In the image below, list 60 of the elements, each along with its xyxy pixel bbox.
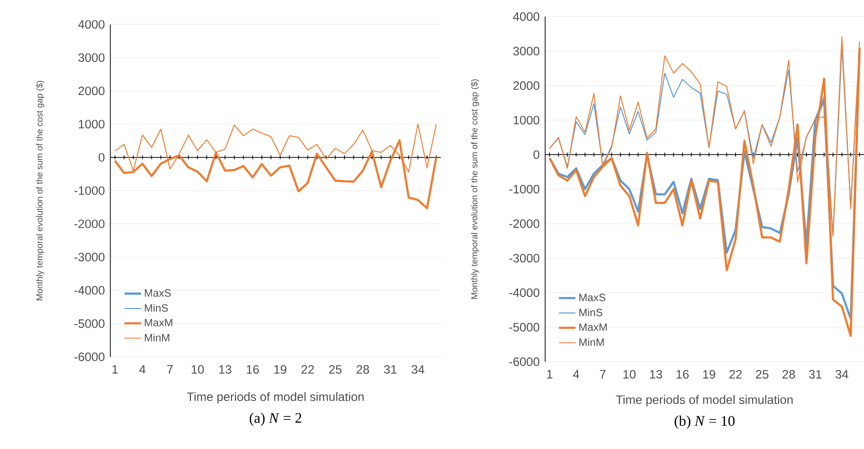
y-tick-label: 0 [98, 152, 104, 162]
x-tick-label: 4 [573, 370, 580, 378]
legend-label: MaxM [579, 323, 607, 331]
x-tick-label: 13 [219, 364, 232, 374]
x-tick-label: 13 [650, 370, 662, 378]
x-tick-label: 22 [729, 370, 742, 378]
legend-label: MaxM [144, 318, 172, 326]
y-tick-label: 1000 [514, 116, 540, 124]
x-tick-label: 31 [808, 370, 822, 378]
y-tick-label: -5000 [509, 322, 540, 332]
y-tick-label: -1000 [74, 186, 104, 195]
x-tick-label: 28 [356, 364, 370, 374]
x-tick-label: 1 [547, 370, 552, 378]
text: (a) N = 2 [250, 412, 302, 426]
y-tick-label: -6000 [74, 352, 104, 361]
x-tick-label: 28 [782, 370, 795, 378]
y-tick-label: -2000 [509, 219, 540, 228]
x-tick-label: 16 [676, 370, 689, 378]
x-tick-label: 19 [274, 364, 286, 374]
y-tick-label: -4000 [74, 286, 104, 294]
y-axis-title: Monthly temporal evolution of the sum of the cost gap ($) [470, 79, 480, 298]
y-tick-label: -6000 [509, 357, 540, 366]
legend-label: MinM [579, 338, 604, 346]
text: (b) N = 10 [674, 415, 735, 429]
y-tick-label: 0 [534, 150, 540, 159]
x-tick-label: 22 [302, 364, 314, 374]
y-tick-label: -4000 [509, 288, 540, 297]
y-tick-label: 4000 [78, 20, 104, 28]
x-tick-label: 10 [192, 364, 204, 374]
legend-label: MinS [144, 304, 168, 312]
y-tick-label: 2000 [513, 81, 540, 90]
x-tick-label: 19 [703, 370, 716, 378]
x-axis-title: Time periods of model simulation [187, 392, 364, 404]
y-tick-label: -3000 [74, 252, 104, 262]
y-tick-label: 3000 [513, 46, 540, 56]
x-tick-label: 34 [412, 364, 424, 374]
legend-label: MinS [579, 308, 602, 316]
legend-label: MaxS [579, 293, 606, 301]
x-axis-title: Time periods of model simulation [616, 394, 793, 406]
x-tick-label: 25 [756, 370, 768, 378]
x-tick-label: 10 [623, 370, 636, 378]
y-tick-label: -1000 [509, 184, 540, 194]
y-tick-label: 2000 [78, 86, 104, 95]
x-tick-label: 16 [246, 364, 259, 374]
x-tick-label: 25 [329, 364, 342, 374]
x-tick-label: 4 [139, 364, 146, 374]
y-tick-label: 1000 [78, 120, 104, 128]
y-tick-label: -5000 [74, 319, 104, 328]
y-tick-label: 3000 [78, 53, 104, 62]
legend-label: MinM [144, 333, 170, 342]
x-tick-label: 1 [112, 364, 118, 374]
y-tick-label: 4000 [513, 12, 540, 21]
legend-label: MaxS [144, 288, 171, 296]
y-tick-label: -3000 [509, 254, 540, 262]
y-axis-title: Monthly temporal evolution of the sum of the cost gap ($) [36, 80, 44, 300]
x-tick-label: 7 [600, 370, 606, 378]
x-tick-label: 34 [836, 370, 848, 378]
y-tick-label: -2000 [74, 219, 104, 228]
x-tick-label: 31 [384, 364, 397, 374]
x-tick-label: 7 [167, 364, 173, 374]
